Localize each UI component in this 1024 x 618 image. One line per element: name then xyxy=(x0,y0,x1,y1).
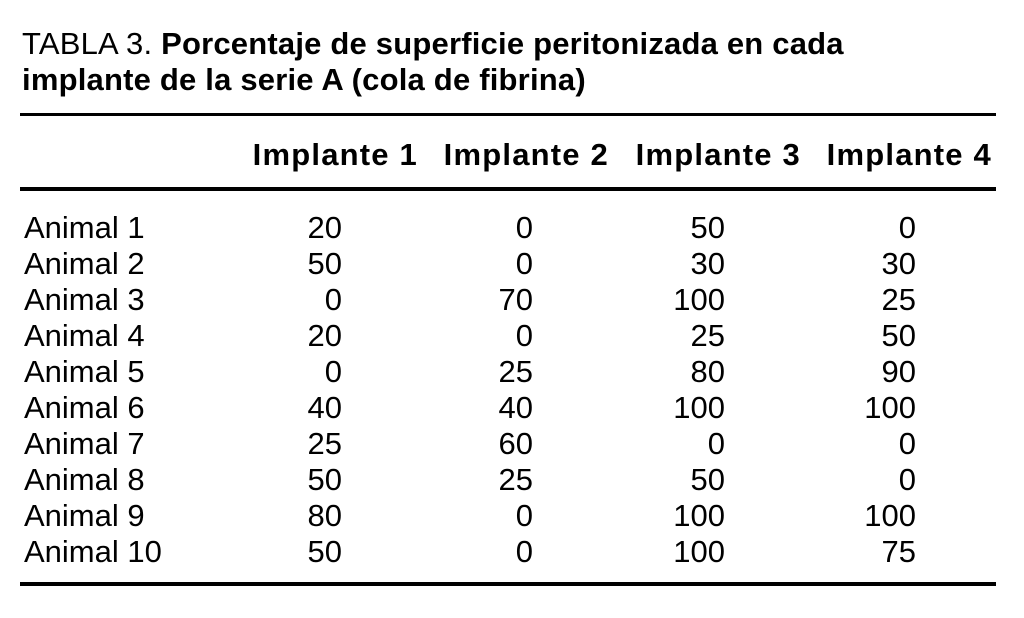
cell-value: 0 xyxy=(898,462,916,497)
table-body: Animal 1 20 0 50 0 Animal 2 50 0 30 30 A… xyxy=(20,189,996,584)
cell-value: 75 xyxy=(881,534,916,569)
column-header-implante-1: Implante 1 xyxy=(252,137,418,172)
cell-value: 50 xyxy=(690,210,725,245)
cell-value: 25 xyxy=(307,426,342,461)
table-row: Animal 8 50 25 50 0 xyxy=(20,462,996,498)
cell-value: 70 xyxy=(498,282,533,317)
row-label: Animal 8 xyxy=(24,462,145,497)
cell-value: 100 xyxy=(864,498,916,533)
table-row: Animal 2 50 0 30 30 xyxy=(20,246,996,282)
cell-value: 0 xyxy=(707,426,725,461)
table-caption: TABLA 3. Porcentaje de superficie perito… xyxy=(22,26,1002,98)
table-row: Animal 3 0 70 100 25 xyxy=(20,282,996,318)
cell-value: 25 xyxy=(881,282,916,317)
cell-value: 0 xyxy=(515,318,533,353)
header-row: Implante 1 Implante 2 Implante 3 Implant… xyxy=(20,115,996,190)
table-row: Animal 10 50 0 100 75 xyxy=(20,534,996,584)
cell-value: 25 xyxy=(498,354,533,389)
column-header-implante-2: Implante 2 xyxy=(443,137,609,172)
table-row: Animal 6 40 40 100 100 xyxy=(20,390,996,426)
table-row: Animal 4 20 0 25 50 xyxy=(20,318,996,354)
data-table: Implante 1 Implante 2 Implante 3 Implant… xyxy=(20,113,996,586)
cell-value: 100 xyxy=(673,498,725,533)
row-label: Animal 10 xyxy=(24,534,162,569)
cell-value: 50 xyxy=(307,534,342,569)
cell-value: 0 xyxy=(324,282,342,317)
cell-value: 80 xyxy=(307,498,342,533)
table-row: Animal 9 80 0 100 100 xyxy=(20,498,996,534)
cell-value: 100 xyxy=(673,390,725,425)
row-label: Animal 7 xyxy=(24,426,145,461)
row-label: Animal 5 xyxy=(24,354,145,389)
cell-value: 0 xyxy=(515,534,533,569)
row-label: Animal 2 xyxy=(24,246,145,281)
cell-value: 40 xyxy=(498,390,533,425)
cell-value: 20 xyxy=(307,210,342,245)
cell-value: 90 xyxy=(881,354,916,389)
column-header-implante-3: Implante 3 xyxy=(635,137,801,172)
cell-value: 100 xyxy=(864,390,916,425)
cell-value: 50 xyxy=(307,246,342,281)
table-row: Animal 1 20 0 50 0 xyxy=(20,189,996,246)
cell-value: 80 xyxy=(690,354,725,389)
table-row: Animal 7 25 60 0 0 xyxy=(20,426,996,462)
corner-cell xyxy=(20,115,232,190)
cell-value: 0 xyxy=(515,210,533,245)
cell-value: 50 xyxy=(307,462,342,497)
cell-value: 50 xyxy=(881,318,916,353)
cell-value: 60 xyxy=(498,426,533,461)
cell-value: 25 xyxy=(690,318,725,353)
table-row: Animal 5 0 25 80 90 xyxy=(20,354,996,390)
table-caption-line2: implante de la serie A (cola de fibrina) xyxy=(22,62,586,97)
row-label: Animal 9 xyxy=(24,498,145,533)
cell-value: 0 xyxy=(515,246,533,281)
cell-value: 30 xyxy=(881,246,916,281)
cell-value: 0 xyxy=(324,354,342,389)
row-label: Animal 3 xyxy=(24,282,145,317)
row-label: Animal 6 xyxy=(24,390,145,425)
table-caption-line1: Porcentaje de superficie peritonizada en… xyxy=(161,26,844,61)
cell-value: 30 xyxy=(690,246,725,281)
cell-value: 0 xyxy=(898,426,916,461)
cell-value: 0 xyxy=(898,210,916,245)
table-number-label: TABLA 3. xyxy=(22,26,153,61)
cell-value: 100 xyxy=(673,534,725,569)
row-label: Animal 1 xyxy=(24,210,145,245)
cell-value: 50 xyxy=(690,462,725,497)
table-header: Implante 1 Implante 2 Implante 3 Implant… xyxy=(20,115,996,190)
cell-value: 20 xyxy=(307,318,342,353)
cell-value: 25 xyxy=(498,462,533,497)
column-header-implante-4: Implante 4 xyxy=(826,137,992,172)
cell-value: 100 xyxy=(673,282,725,317)
cell-value: 0 xyxy=(515,498,533,533)
cell-value: 40 xyxy=(307,390,342,425)
row-label: Animal 4 xyxy=(24,318,145,353)
